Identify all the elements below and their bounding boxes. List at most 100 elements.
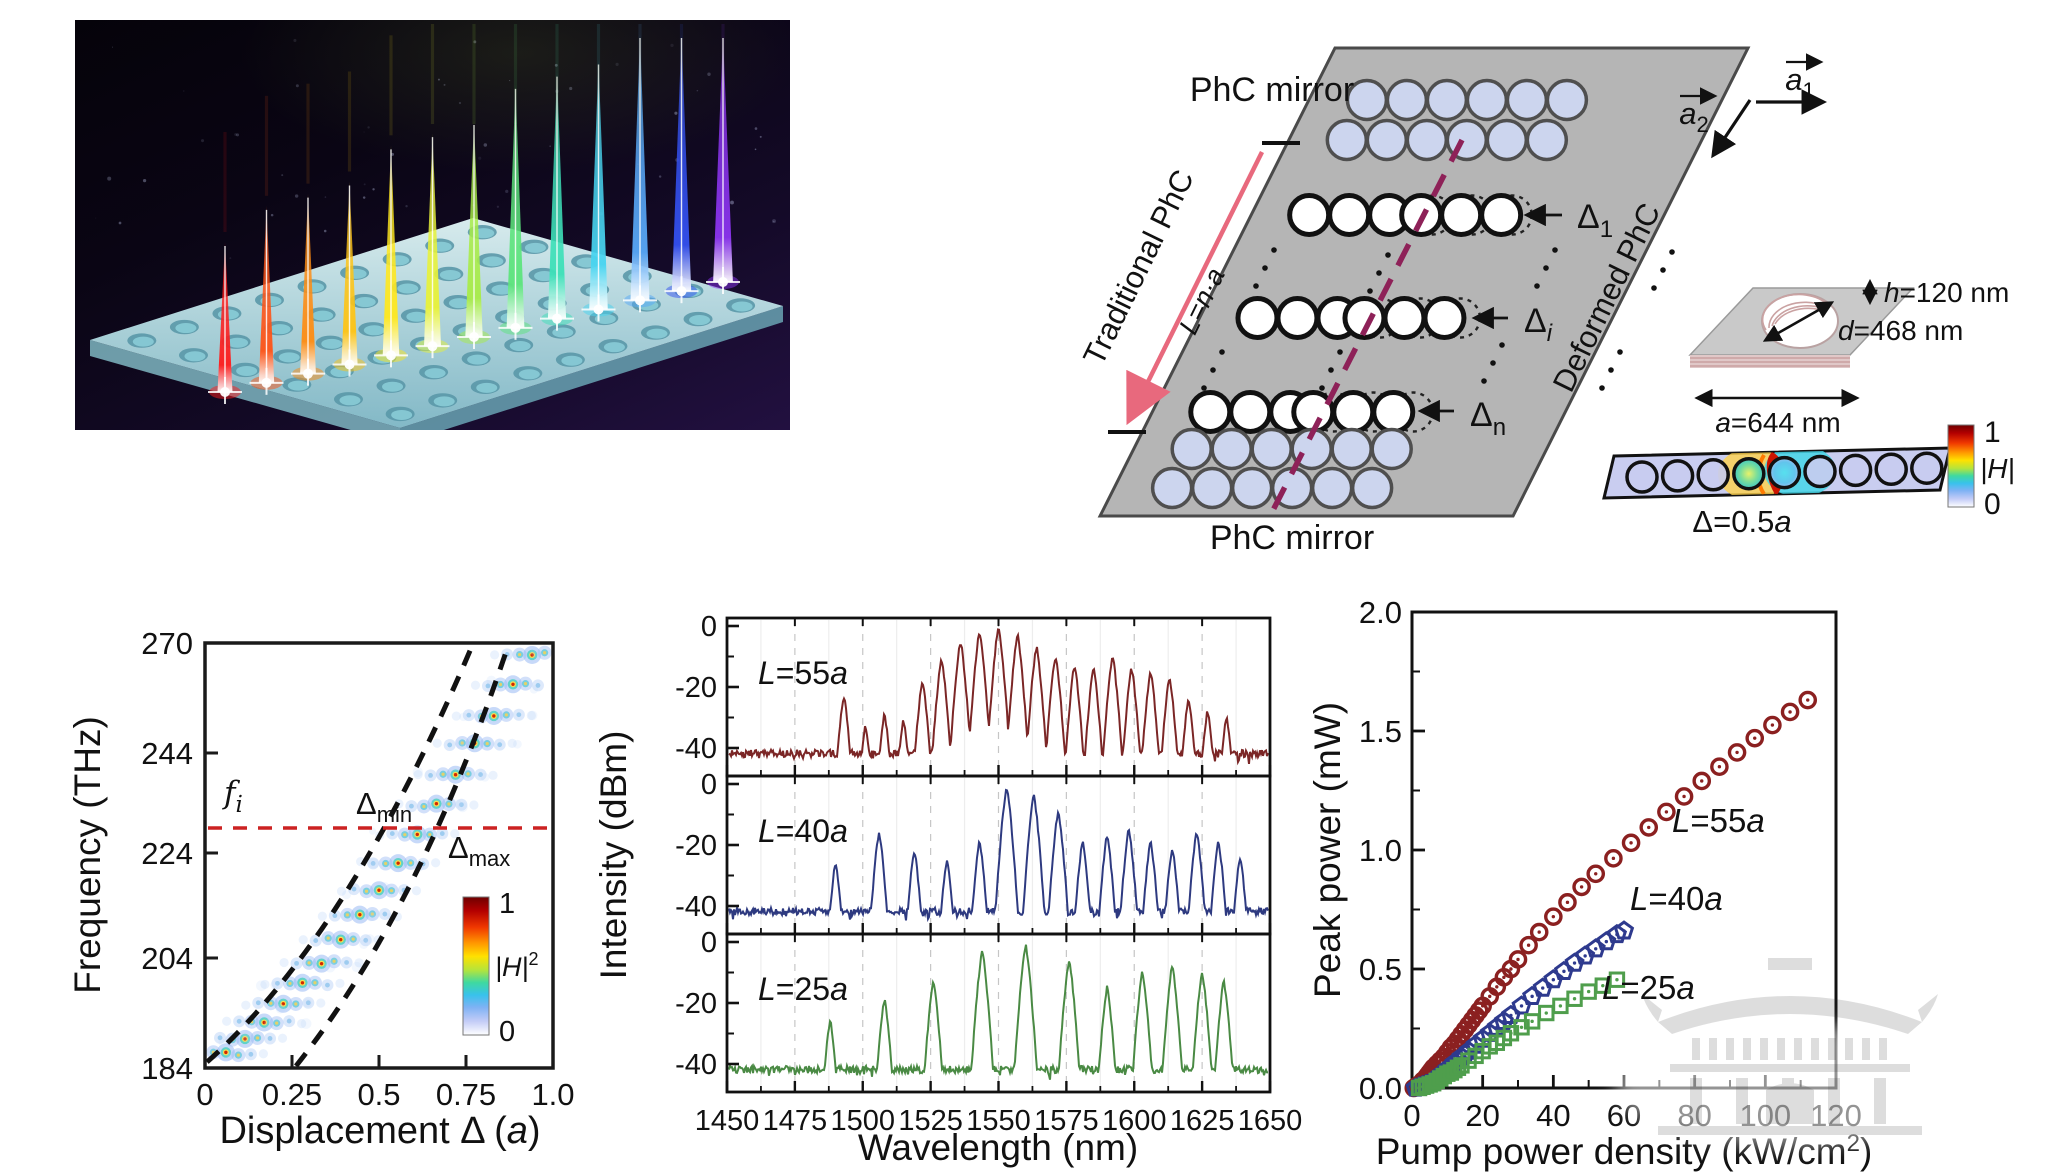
data-point-pentagon: [1596, 930, 1617, 951]
mode-blob: [325, 982, 330, 988]
spike-streak: [472, 24, 476, 124]
y-tick-label: 0: [701, 927, 717, 959]
slab-hole-inner: [518, 369, 540, 380]
mode-blob: [488, 770, 498, 780]
wm-stripe: [1845, 1038, 1853, 1060]
mode-blob: [288, 981, 292, 986]
mirror-hole: [1150, 466, 1194, 510]
data-point-dot: [1586, 989, 1591, 994]
mode-blob: [260, 979, 270, 990]
data-point-dot: [1509, 1013, 1513, 1018]
data-point-circle: [1529, 922, 1549, 942]
mode-blob: [413, 769, 423, 780]
mode-blob: [428, 772, 433, 778]
chartE-series1-label: L=55a: [1672, 802, 1765, 839]
mode-blob: [317, 911, 327, 921]
sparkle: [295, 84, 299, 88]
mirror-hole: [1365, 118, 1409, 162]
x-tick-label: 0.75: [436, 1077, 496, 1112]
delta-i-label: Δi: [1524, 302, 1553, 347]
strip-hole: [1910, 451, 1944, 485]
mode-blob: [478, 772, 483, 777]
ellipsis-dot: [1337, 349, 1343, 355]
mode-blob: [335, 978, 345, 988]
mode-blob-faint: [324, 961, 336, 973]
mode-blob: [298, 935, 308, 945]
wm-arch: [1766, 1083, 1814, 1124]
spike-streak: [389, 35, 393, 136]
deformed-hole: [1188, 390, 1233, 434]
chartD-panel3-label: L=25a: [758, 971, 848, 1007]
mode-blob: [286, 1018, 292, 1024]
mode-blob-faint: [256, 980, 267, 992]
mode-blob: [351, 886, 357, 892]
mode-blob-faint: [365, 911, 376, 922]
mode-blob: [316, 998, 326, 1008]
data-point-circle: [1519, 935, 1538, 955]
data-point-dot: [1611, 856, 1616, 861]
mode-blob: [224, 1050, 228, 1055]
deformed-hole: [1235, 296, 1280, 340]
mode-blob: [313, 981, 317, 985]
data-point-dot: [1700, 779, 1704, 783]
mode-blob: [450, 829, 460, 839]
sparkle: [372, 188, 375, 191]
mode-blob: [319, 961, 324, 966]
phc-mirror-bottom-label: PhC mirror: [1210, 519, 1374, 557]
x-tick-label: 20: [1465, 1098, 1499, 1133]
mode-blob: [530, 653, 534, 657]
data-point-square: [1608, 971, 1626, 988]
mode-blob-faint: [218, 1038, 227, 1047]
mode-blob: [262, 1020, 266, 1025]
mode-blob: [498, 682, 503, 687]
data-point-dot: [1480, 1004, 1485, 1008]
slab-hole-inner: [391, 409, 413, 420]
mode-blob-faint: [457, 802, 468, 813]
mode-blob: [255, 1000, 261, 1006]
chartE-series3-label: L=25a: [1602, 969, 1695, 1006]
ellipsis-dot: [1385, 252, 1391, 258]
data-point-circle: [1727, 743, 1747, 762]
mode-blob: [504, 713, 508, 717]
y-tick-label: 244: [141, 736, 193, 771]
y-tick-label: 0.0: [1359, 1071, 1402, 1106]
y-tick-label: -40: [675, 733, 717, 765]
wm-eave-left: [1642, 994, 1662, 1022]
data-point-circle: [1586, 864, 1606, 884]
mode-blob-faint: [529, 685, 539, 694]
mode-blob: [248, 1051, 254, 1057]
mode-blob: [313, 938, 319, 943]
ellipsis-dot: [1499, 342, 1505, 348]
data-point-dot: [1604, 939, 1609, 944]
mirror-hole: [1385, 78, 1429, 122]
watermark-glow: [1615, 1023, 1965, 1147]
band-edge-max: [294, 645, 511, 1068]
chartE-ylabel: Peak power (mW): [1307, 702, 1348, 998]
sparkle: [118, 221, 122, 225]
mirror-hole: [1250, 427, 1293, 471]
data-point-dot: [1717, 765, 1722, 769]
wm-stripe: [1828, 1038, 1836, 1060]
deformed-hole: [1371, 390, 1416, 434]
x-tick-label: 40: [1536, 1098, 1570, 1133]
x-tick-label: 1650: [1238, 1105, 1303, 1137]
mode-blob: [351, 937, 355, 941]
x-tick-label: 0: [1403, 1098, 1420, 1133]
data-point-pentagon: [1575, 945, 1596, 965]
slab-hole-inner: [339, 395, 361, 406]
strip-hole: [1874, 452, 1908, 487]
mode-blob: [411, 886, 422, 896]
mode-blob: [222, 1016, 232, 1026]
mode-blob: [364, 889, 369, 893]
data-point-dot: [1502, 975, 1506, 980]
slab-hole-inner: [269, 324, 291, 335]
data-point-dot: [1594, 872, 1598, 876]
spike-streak: [347, 71, 352, 172]
y-tick-label: 1.5: [1359, 714, 1402, 749]
chartD-panel2-label: L=40a: [758, 813, 848, 849]
mode-blob: [269, 1001, 273, 1005]
mirror-hole: [1505, 78, 1549, 122]
data-point-circle: [1621, 833, 1641, 853]
mode-blob: [336, 886, 347, 896]
